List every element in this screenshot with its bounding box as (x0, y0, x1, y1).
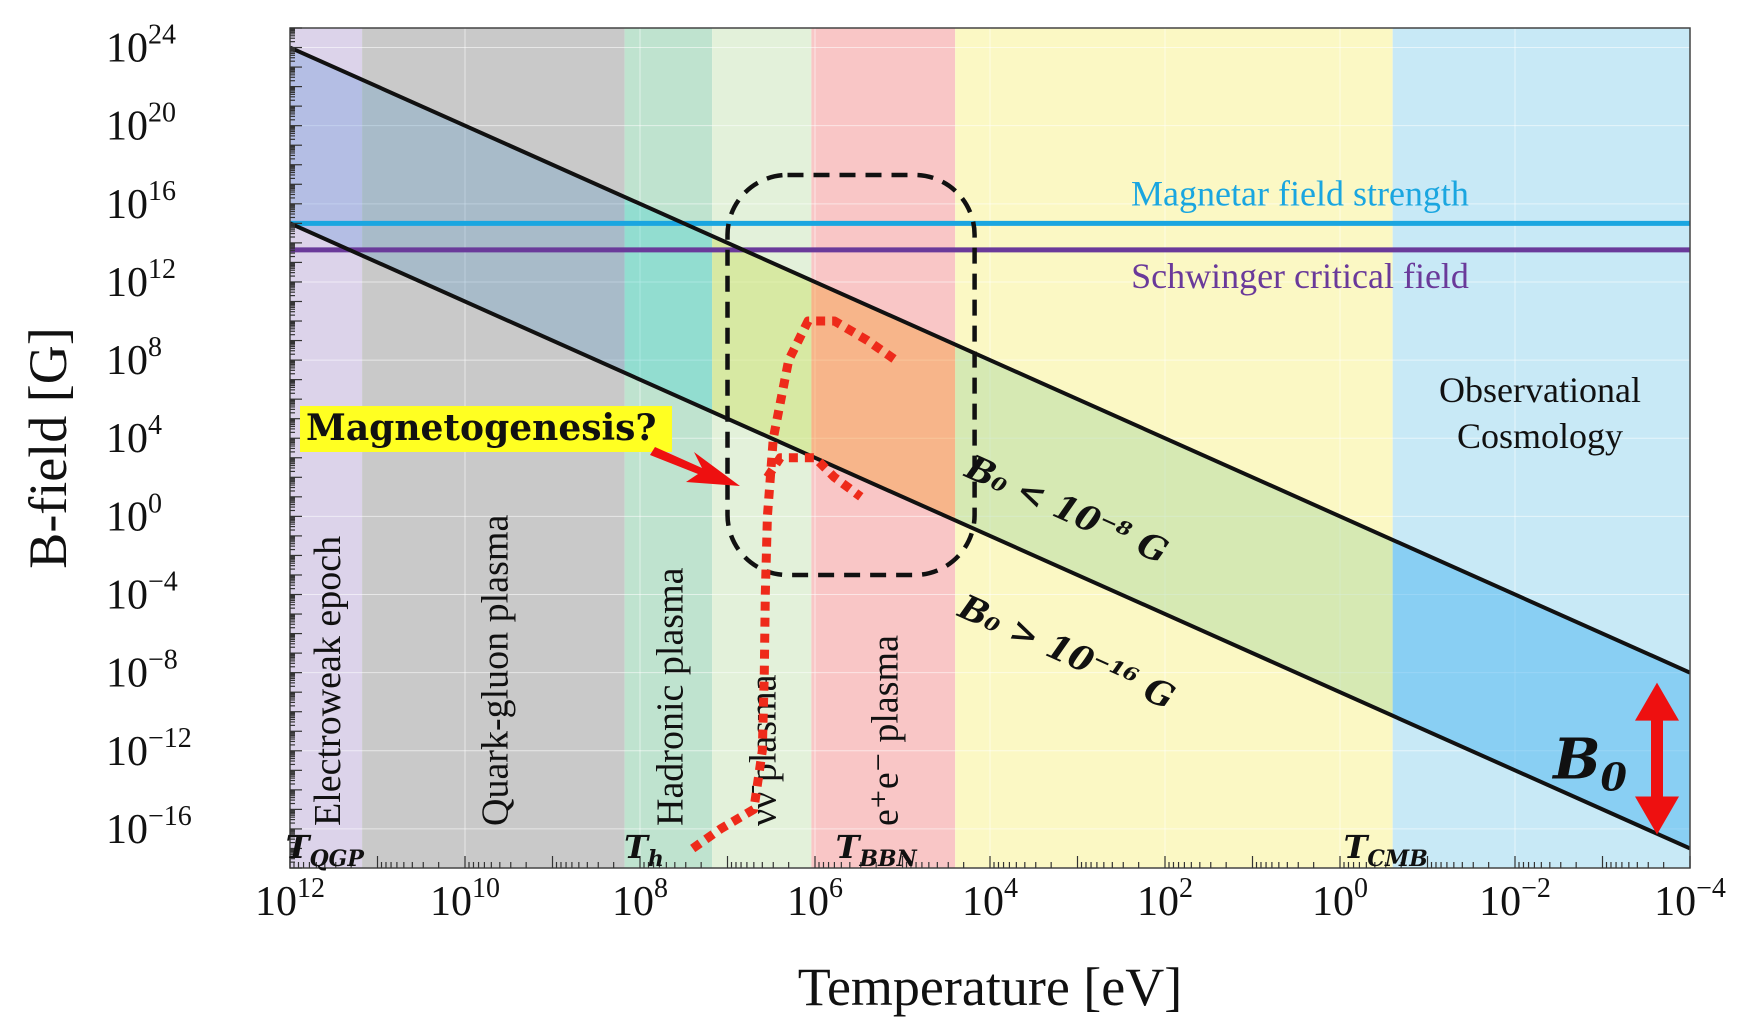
magnetogenesis-arrow (650, 447, 740, 486)
b0-band-segment-6 (1392, 539, 1690, 849)
x-axis-title: Temperature [eV] (798, 957, 1183, 1017)
era-column-4 (811, 28, 956, 868)
temperature-marker-2: TBBN (836, 828, 918, 872)
y-tick-label-7: 10−4 (106, 567, 178, 619)
x-tick-label-8: 10−4 (1654, 873, 1726, 925)
y-tick-label-0: 1024 (106, 20, 176, 72)
magnetogenesis-label: Magnetogenesis? (306, 407, 657, 449)
y-tick-label-4: 108 (106, 332, 162, 384)
magnetar-label: Magnetar field strength (1131, 173, 1469, 213)
b0-arrow-head-down (1635, 796, 1679, 835)
temperature-marker-1: Th (624, 828, 664, 872)
magnetogenesis-highlight (300, 406, 672, 452)
axis-ticks (289, 27, 1691, 869)
era-column-6 (1392, 28, 1690, 868)
y-tick-label-9: 10−12 (106, 723, 192, 775)
temperature-marker-3: TCMB (1344, 828, 1428, 872)
magnetogenesis-curve-1 (763, 453, 864, 501)
y-axis-title: B-field [G] (18, 327, 78, 568)
b0-band-segment-0 (290, 47, 363, 256)
x-tick-label-1: 1010 (430, 873, 500, 925)
era-label-4: e⁺e⁻ plasma (864, 635, 906, 826)
x-tick-label-2: 108 (612, 873, 668, 925)
grid (290, 28, 1690, 868)
upper-bound-line (290, 45, 1690, 675)
magnetogenesis-region-box (725, 172, 977, 578)
b0-band-segment-3 (712, 236, 812, 457)
magnetogenesis-curve-0 (690, 316, 899, 853)
x-tick-label-0: 1012 (255, 873, 325, 925)
lower-bound-line (290, 221, 1690, 851)
x-tick-label-4: 104 (962, 873, 1018, 925)
era-label-1: Quark-gluon plasma (474, 515, 516, 826)
x-tick-label-3: 106 (787, 873, 843, 925)
y-tick-label-5: 104 (106, 410, 162, 462)
y-tick-label-2: 1016 (106, 176, 176, 228)
b0-band-segment-4 (811, 280, 956, 521)
y-tick-label-6: 100 (106, 488, 162, 540)
y-tick-label-1: 1020 (106, 98, 176, 150)
observational-cosmology-label: Observational (1439, 370, 1641, 410)
era-label-0: Electroweak epoch (307, 536, 349, 826)
x-tick-label-6: 100 (1312, 873, 1368, 925)
schwinger-label: Schwinger critical field (1131, 256, 1469, 296)
era-label-2: Hadronic plasma (649, 567, 691, 826)
x-tick-label-5: 102 (1137, 873, 1193, 925)
b0-band-segment-5 (955, 344, 1393, 716)
x-tick-label-7: 10−2 (1479, 873, 1551, 925)
y-tick-label-3: 1012 (106, 254, 176, 306)
observational-cosmology-label: Cosmology (1457, 416, 1623, 456)
temperature-marker-0: TQGP (286, 828, 366, 872)
era-column-5 (955, 28, 1393, 868)
b0-label: B0 (1551, 727, 1627, 800)
y-tick-label-8: 10−8 (106, 645, 178, 697)
y-tick-label-10: 10−16 (106, 801, 192, 853)
b0-arrow-head-up (1635, 682, 1679, 721)
b0-band-segment-1 (362, 79, 625, 373)
